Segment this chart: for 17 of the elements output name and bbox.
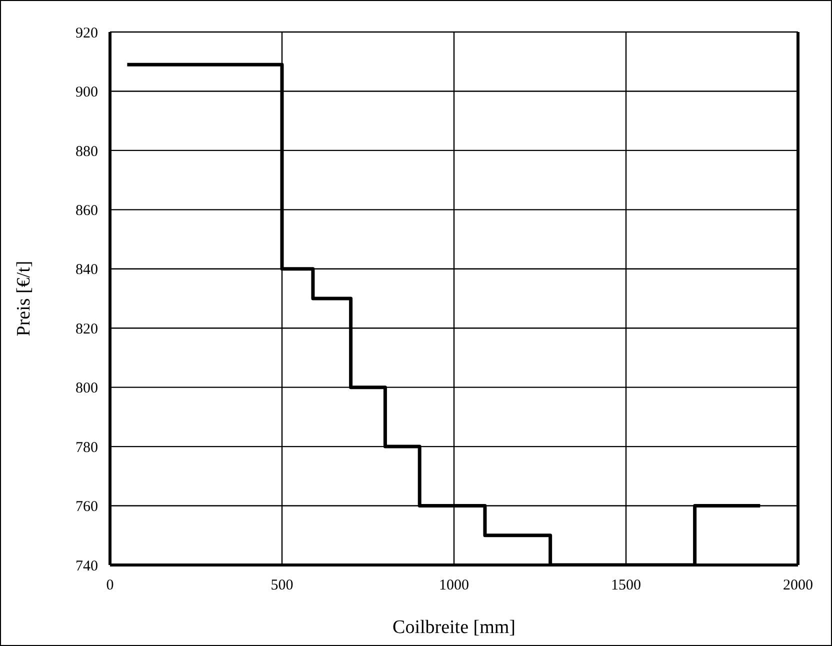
y-axis-title: Preis [€/t]	[14, 260, 35, 336]
x-axis-title: Coilbreite [mm]	[392, 617, 516, 638]
x-tick-label: 2000	[783, 578, 813, 594]
y-tick-label: 760	[76, 499, 98, 516]
y-tick-label: 920	[76, 25, 98, 42]
y-tick-label: 900	[76, 84, 98, 101]
x-tick-label: 0	[106, 578, 114, 594]
x-tick-label: 1000	[439, 578, 469, 594]
y-tick-label: 860	[76, 202, 98, 219]
y-tick-label: 840	[76, 262, 98, 278]
y-tick-label: 820	[76, 321, 98, 338]
y-tick-label: 800	[76, 380, 98, 397]
x-tick-label: 500	[270, 578, 294, 594]
x-tick-label: 1500	[611, 578, 641, 594]
y-tick-label: 740	[76, 558, 98, 574]
y-tick-label: 880	[76, 144, 98, 160]
y-tick-label: 780	[76, 440, 98, 456]
